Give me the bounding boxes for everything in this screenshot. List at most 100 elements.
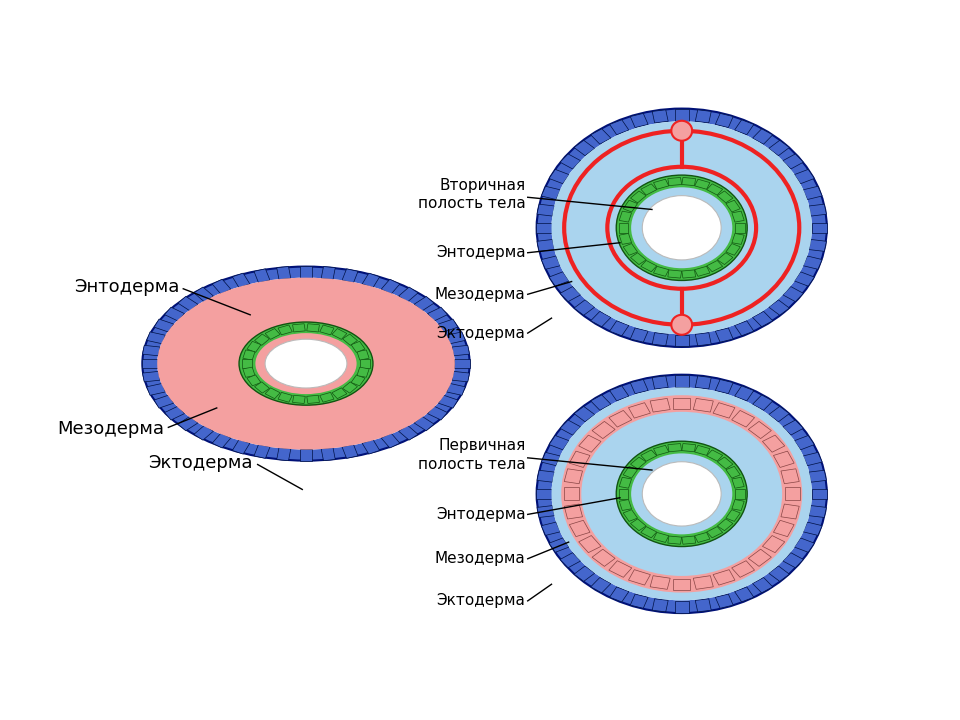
Bar [682,270,696,278]
Bar [243,350,255,360]
Bar [715,328,733,342]
Ellipse shape [537,109,827,347]
Bar [564,487,579,500]
Ellipse shape [537,374,827,613]
Text: Эктодерма: Эктодерма [437,593,525,608]
Text: Первичная
полость тела: Первичная полость тела [418,438,525,472]
Bar [278,325,292,335]
Bar [590,395,611,410]
Bar [357,350,370,360]
Bar [769,566,789,581]
Bar [631,594,648,608]
Bar [155,319,174,332]
Bar [650,398,670,412]
Bar [619,500,632,510]
Bar [569,451,590,467]
Bar [804,186,822,199]
Bar [307,324,320,332]
Bar [243,367,255,377]
Bar [537,204,555,216]
Bar [652,110,668,123]
Bar [774,451,794,467]
Ellipse shape [142,266,469,461]
Bar [381,279,399,294]
Bar [732,500,744,510]
Bar [590,311,611,327]
Bar [693,398,713,412]
Text: Эктодерма: Эктодерма [437,325,525,341]
Bar [549,272,569,286]
Bar [715,113,733,127]
Bar [178,297,198,311]
Bar [748,421,772,438]
Bar [446,384,466,395]
Bar [753,577,773,593]
Bar [707,261,723,271]
Bar [254,444,270,459]
Bar [682,177,696,186]
Bar [278,392,292,402]
Bar [673,579,690,590]
Ellipse shape [255,333,356,394]
Bar [242,359,252,368]
Bar [715,594,733,608]
Ellipse shape [239,322,372,405]
Bar [619,223,629,233]
Bar [276,266,291,279]
Bar [774,521,794,536]
Bar [247,375,261,386]
Bar [322,448,335,461]
Bar [780,504,800,519]
Bar [342,444,358,459]
Bar [574,566,595,581]
Bar [178,416,198,431]
Bar [610,587,629,602]
Bar [675,601,688,613]
Bar [623,243,637,256]
Bar [247,341,261,352]
Bar [619,211,632,222]
Bar [631,328,648,342]
Bar [811,489,828,499]
Bar [713,402,735,418]
Bar [351,375,365,386]
Bar [623,467,637,478]
Bar [753,129,773,144]
Ellipse shape [265,339,347,388]
Bar [569,521,590,536]
Bar [675,335,688,346]
Bar [809,204,827,216]
Bar [574,406,595,422]
Text: Мезодерма: Мезодерма [435,287,525,302]
Bar [748,549,772,567]
Ellipse shape [157,278,455,449]
Text: Эктодерма: Эктодерма [148,454,252,472]
Bar [726,467,740,478]
Bar [668,177,682,186]
Bar [360,359,370,368]
Text: Энтодерма: Энтодерма [436,507,525,522]
Bar [398,426,418,440]
Bar [668,536,682,544]
Bar [707,450,723,462]
Bar [537,505,555,518]
Bar [164,406,184,420]
Bar [640,526,657,538]
Bar [142,359,157,368]
Ellipse shape [551,122,812,334]
Bar [809,240,827,251]
Bar [735,223,745,233]
Bar [322,266,335,279]
Bar [780,469,800,484]
Bar [194,287,213,302]
Bar [717,253,732,264]
Bar [734,321,754,336]
Bar [769,406,789,422]
Bar [695,532,710,542]
Bar [142,346,160,356]
Bar [537,470,555,482]
Bar [652,333,668,346]
Bar [560,420,581,435]
Text: Мезодерма: Мезодерма [58,420,165,438]
Bar [811,222,828,233]
